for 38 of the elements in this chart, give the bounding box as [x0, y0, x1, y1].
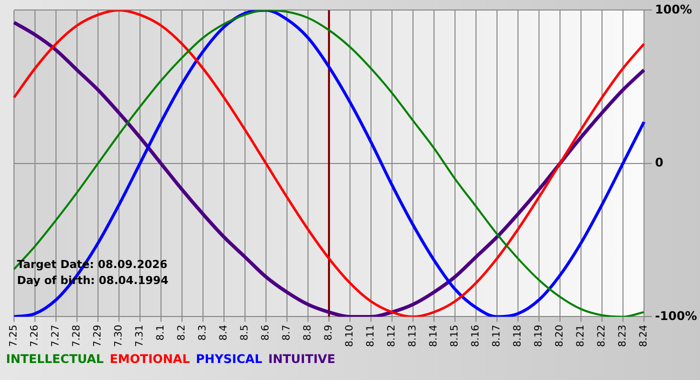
x-tick-label: 7.31	[134, 324, 146, 347]
x-tick-label: 8.14	[428, 324, 440, 347]
x-tick-label: 8.18	[512, 324, 524, 347]
x-tick-label: 8.15	[450, 324, 461, 347]
x-tick-label: 7.29	[92, 324, 104, 347]
x-tick-label: 7.27	[50, 324, 62, 347]
x-tick-label: 8.19	[534, 324, 545, 347]
x-tick-label: 8.24	[638, 324, 650, 347]
x-tick-label: 7.30	[114, 324, 125, 347]
x-tick-label: 8.11	[366, 324, 377, 347]
x-tick-label: 8.23	[618, 324, 629, 347]
text: EMOTIONAL	[110, 352, 190, 366]
x-tick-label: 8.9	[324, 324, 335, 341]
y-tick-label: 100%	[654, 2, 692, 16]
x-tick-label: 8.8	[302, 324, 314, 341]
x-tick-label: 8.7	[282, 324, 293, 341]
x-tick-label: 8.13	[408, 324, 419, 347]
x-tick-label: 8.5	[240, 324, 251, 341]
x-tick-label: 8.21	[576, 324, 587, 347]
x-tick-label: 8.20	[554, 324, 566, 347]
x-tick-label: 8.6	[260, 324, 272, 341]
x-tick-label: 7.28	[72, 324, 83, 347]
y-tick-label: 0	[654, 156, 664, 170]
x-tick-label: 8.2	[176, 324, 188, 341]
text: INTELLECTUAL	[6, 352, 104, 366]
x-tick-label: 8.3	[198, 324, 209, 341]
x-tick-label: 8.17	[492, 324, 503, 347]
x-tick-label: 8.1	[156, 324, 167, 341]
text: PHYSICAL	[196, 352, 262, 366]
x-tick-label: 8.12	[386, 324, 398, 347]
text: INTUITIVE	[268, 352, 336, 366]
x-tick-label: 8.16	[470, 324, 482, 347]
x-tick-label: 7.25	[8, 324, 20, 347]
x-tick-label: 8.22	[596, 324, 608, 347]
y-tick-label: -100%	[654, 308, 698, 323]
x-tick-label: 8.10	[344, 324, 356, 347]
x-tick-label: 7.26	[30, 324, 41, 347]
x-tick-label: 8.4	[218, 324, 230, 341]
